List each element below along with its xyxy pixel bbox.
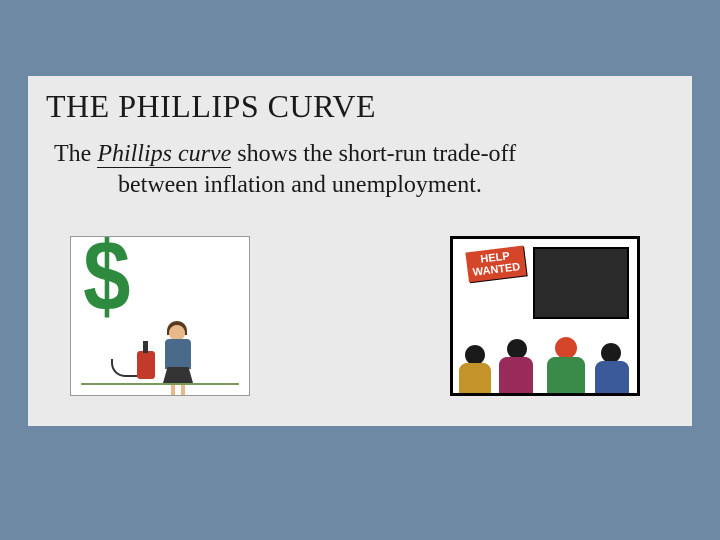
inflation-illustration: $ [70,236,250,396]
text-line2: between inflation and unemployment. [54,170,664,201]
ground-line [81,383,239,385]
job-board [533,247,629,319]
illustration-row: $ HELP WANTED [28,236,692,396]
phillips-curve-term: Phillips curve [97,141,231,168]
help-wanted-sign: HELP WANTED [465,246,526,283]
slide-panel: THE PHILLIPS CURVE The Phillips curve sh… [28,76,692,426]
air-pump [137,351,155,379]
unemployment-illustration: HELP WANTED [450,236,640,396]
text-line1-rest: shows the short-run trade-off [231,141,516,167]
crowd-figures [453,321,637,393]
text-prefix: The [54,141,97,167]
help-wanted-line2: WANTED [472,261,521,279]
slide-body-text: The Phillips curve shows the short-run t… [46,139,674,201]
slide-title: THE PHILLIPS CURVE [46,88,674,125]
dollar-sign-icon: $ [83,236,130,334]
